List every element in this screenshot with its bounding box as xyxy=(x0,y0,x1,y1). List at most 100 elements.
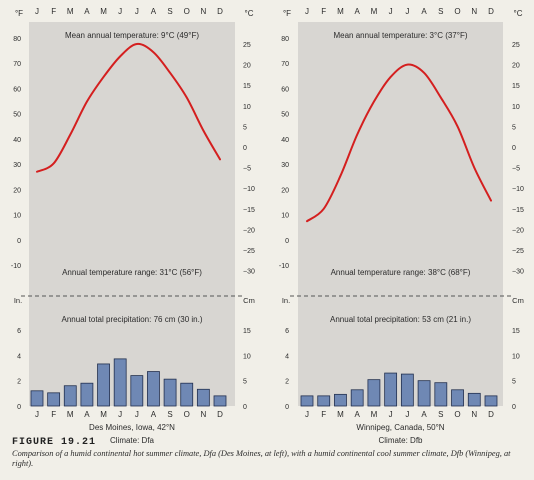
month-label-bottom: M xyxy=(371,410,378,419)
month-label-top: D xyxy=(488,7,494,16)
climograph-des-moines: J F M A M J J A S O N DJ F M A M J J A S O N D°F °CIn. Cm8070605… xyxy=(11,7,255,445)
climograph-winnipeg: J F M A M J J A S O N DJ F M A M J J A S O N D°F °CIn. Cm8070605… xyxy=(279,7,524,445)
tick-label-celsius: −10 xyxy=(243,186,255,193)
tick-label-centimeters: 0 xyxy=(512,404,516,411)
tick-label-celsius: 20 xyxy=(512,63,520,70)
tick-label-fahrenheit: 40 xyxy=(13,137,21,144)
unit-fahrenheit: °F xyxy=(15,9,23,18)
month-label-bottom: O xyxy=(184,410,190,419)
tick-label-fahrenheit: 10 xyxy=(13,213,21,220)
tick-label-celsius: −25 xyxy=(512,248,524,255)
tick-label-celsius: 20 xyxy=(243,63,251,70)
climate-type: Climate: Dfb xyxy=(378,436,423,445)
precipitation-bar xyxy=(367,379,381,407)
tick-label-fahrenheit: -10 xyxy=(279,263,289,270)
precipitation-bar xyxy=(113,358,127,407)
tick-label-celsius: 25 xyxy=(243,42,251,49)
climate-type: Climate: Dfa xyxy=(110,436,155,445)
temperature-line xyxy=(36,42,221,173)
mean-annual-temperature: Mean annual temperature: 3°C (37°F) xyxy=(333,31,467,40)
precipitation-bar xyxy=(451,389,464,407)
tick-label-celsius: 10 xyxy=(243,104,251,111)
tick-label-centimeters: 15 xyxy=(243,328,251,335)
unit-celsius: °C xyxy=(245,9,254,18)
unit-centimeters: Cm xyxy=(512,296,524,305)
month-label-bottom: A xyxy=(151,410,157,419)
month-label-top: J xyxy=(118,7,122,16)
month-label-bottom: J xyxy=(35,410,39,419)
unit-fahrenheit: °F xyxy=(283,9,291,18)
tick-label-fahrenheit: 30 xyxy=(13,162,21,169)
precipitation-bar xyxy=(350,389,364,407)
tick-label-fahrenheit: 0 xyxy=(285,238,289,245)
precipitation-bar xyxy=(163,378,177,407)
month-label-top: N xyxy=(200,7,206,16)
precipitation-bar xyxy=(97,363,110,407)
tick-label-centimeters: 15 xyxy=(512,328,520,335)
month-label-bottom: J xyxy=(305,410,309,419)
annual-total-precipitation: Annual total precipitation: 76 cm (30 in… xyxy=(62,315,203,324)
month-label-top: A xyxy=(355,7,361,16)
station-location: Winnipeg, Canada, 50°N xyxy=(356,423,444,432)
precipitation-bar xyxy=(467,392,481,407)
month-label-bottom: M xyxy=(67,410,74,419)
tick-label-inches: 4 xyxy=(17,353,21,360)
precipitation-bar xyxy=(400,373,414,407)
tick-label-fahrenheit: -10 xyxy=(11,263,21,270)
tick-label-fahrenheit: 70 xyxy=(13,61,21,68)
tick-label-celsius: 10 xyxy=(512,104,520,111)
tick-label-celsius: −20 xyxy=(512,227,524,234)
figure-caption: FIGURE 19.21 Comparison of a humid conti… xyxy=(12,437,522,470)
precipitation-bar xyxy=(130,375,144,407)
month-label-bottom: F xyxy=(321,410,326,419)
tick-label-inches: 2 xyxy=(17,379,21,386)
tick-label-celsius: 5 xyxy=(243,124,247,131)
tick-label-celsius: 5 xyxy=(512,124,516,131)
tick-label-fahrenheit: 0 xyxy=(17,238,21,245)
tick-label-celsius: 0 xyxy=(512,145,516,152)
precipitation-bar xyxy=(317,395,331,407)
precipitation-bar xyxy=(47,392,61,407)
month-label-bottom: D xyxy=(488,410,494,419)
precipitation-bar xyxy=(196,388,210,407)
tick-label-celsius: −30 xyxy=(243,269,255,276)
month-label-bottom: J xyxy=(405,410,409,419)
tick-label-inches: 0 xyxy=(17,404,21,411)
tick-label-celsius: −25 xyxy=(243,248,255,255)
precipitation-bar xyxy=(334,393,347,407)
precipitation-bar xyxy=(180,382,194,407)
month-label-top: A xyxy=(421,7,427,16)
mean-annual-temperature: Mean annual temperature: 9°C (49°F) xyxy=(65,31,199,40)
tick-label-inches: 6 xyxy=(17,328,21,335)
figure-label: FIGURE 19.21 xyxy=(12,437,97,448)
tick-label-celsius: 0 xyxy=(243,145,247,152)
month-label-top: N xyxy=(471,7,477,16)
month-label-top: M xyxy=(371,7,378,16)
unit-inches: In. xyxy=(282,296,290,305)
precipitation-bar xyxy=(484,395,498,407)
month-label-top: A xyxy=(151,7,157,16)
month-label-bottom: A xyxy=(421,410,427,419)
month-label-bottom: J xyxy=(389,410,393,419)
tick-label-centimeters: 5 xyxy=(243,379,247,386)
precipitation-bar xyxy=(80,382,94,407)
month-label-bottom: O xyxy=(454,410,460,419)
tick-label-celsius: 15 xyxy=(243,83,251,90)
month-label-top: J xyxy=(405,7,409,16)
tick-label-fahrenheit: 70 xyxy=(281,61,289,68)
tick-label-fahrenheit: 80 xyxy=(281,36,289,43)
tick-label-centimeters: 0 xyxy=(243,404,247,411)
unit-centimeters: Cm xyxy=(243,296,255,305)
tick-label-centimeters: 10 xyxy=(243,353,251,360)
tick-label-inches: 6 xyxy=(285,328,289,335)
tick-label-fahrenheit: 10 xyxy=(281,213,289,220)
tick-label-celsius: −20 xyxy=(243,227,255,234)
tick-label-fahrenheit: 50 xyxy=(13,112,21,119)
tick-label-inches: 0 xyxy=(285,404,289,411)
precipitation-bar xyxy=(300,395,314,407)
precipitation-bar xyxy=(417,380,431,407)
precipitation-bar xyxy=(147,371,160,407)
tick-label-fahrenheit: 50 xyxy=(281,112,289,119)
month-label-top: M xyxy=(100,7,107,16)
